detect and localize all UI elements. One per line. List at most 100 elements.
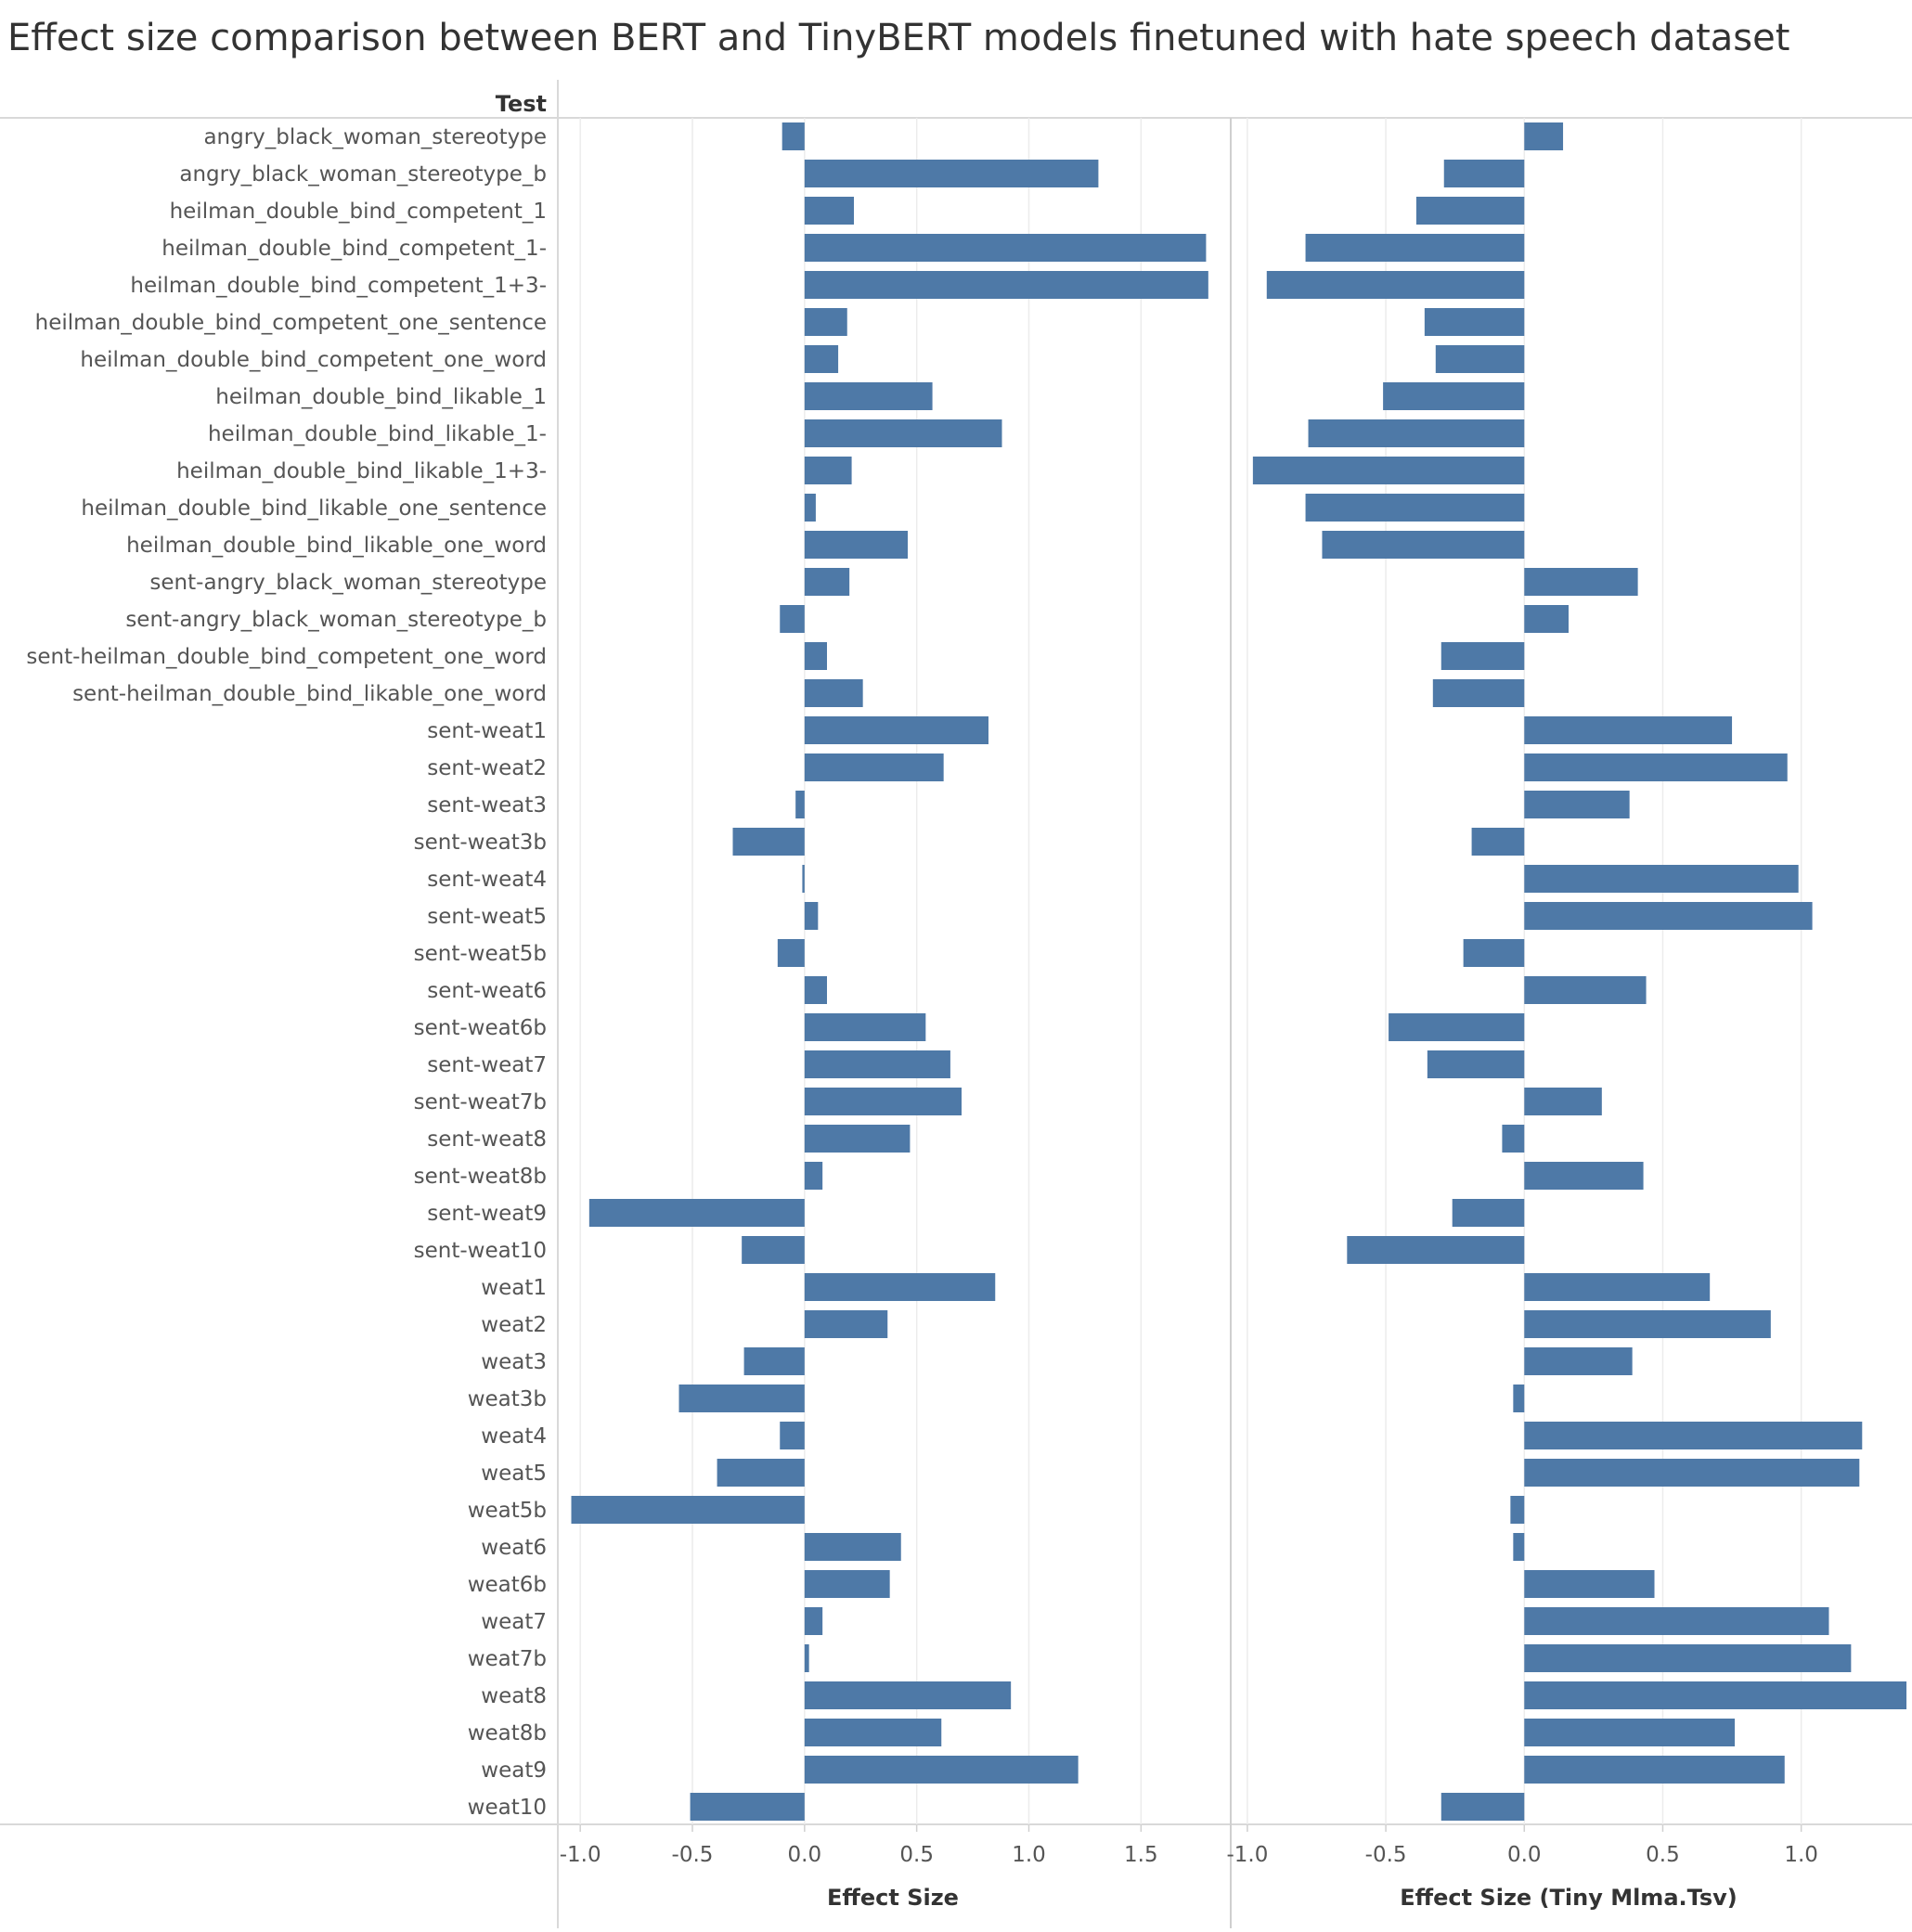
x-axis-label-tinybert: Effect Size (Tiny Mlma.Tsv)	[1400, 1885, 1737, 1911]
bar	[804, 457, 852, 484]
bar	[1524, 1273, 1711, 1301]
category-label: sent-heilman_double_bind_likable_one_wor…	[72, 682, 547, 706]
bar	[804, 308, 847, 336]
category-label: weat3b	[468, 1387, 547, 1411]
bar	[804, 1125, 911, 1153]
bar	[743, 1347, 805, 1375]
bar	[804, 345, 839, 373]
bar	[1415, 197, 1525, 225]
bar	[804, 679, 863, 707]
category-label: angry_black_woman_stereotype	[203, 125, 547, 149]
bar	[1524, 1644, 1852, 1672]
bar	[782, 122, 805, 150]
category-label: sent-angry_black_woman_stereotype	[149, 571, 547, 595]
bar	[1435, 345, 1525, 373]
category-label: weat7b	[468, 1647, 547, 1671]
bar	[1524, 753, 1788, 781]
bar	[1424, 308, 1525, 336]
category-label: sent-weat10	[414, 1239, 547, 1263]
bar	[1305, 234, 1525, 262]
category-label: weat5b	[468, 1499, 547, 1523]
bar	[777, 939, 805, 967]
bar	[1513, 1533, 1525, 1561]
category-label: sent-weat4	[427, 868, 547, 892]
category-label: weat2	[481, 1313, 547, 1337]
category-label: sent-weat6	[427, 979, 547, 1003]
category-label: weat8b	[468, 1721, 547, 1745]
bar	[571, 1496, 805, 1524]
x-tick-label: -0.5	[672, 1843, 714, 1867]
bar	[1524, 902, 1813, 930]
x-tick-label: -1.0	[560, 1843, 601, 1867]
bar	[1524, 716, 1733, 744]
bar	[1524, 1719, 1736, 1746]
x-tick-label: 1.0	[1012, 1843, 1046, 1867]
bar	[1524, 791, 1630, 818]
category-label: weat1	[481, 1276, 547, 1300]
bar	[1266, 271, 1525, 299]
category-label: heilman_double_bind_competent_1+3-	[130, 274, 547, 298]
bar	[1347, 1236, 1525, 1264]
category-label: weat6b	[468, 1573, 547, 1597]
bar	[804, 1088, 962, 1115]
bar	[780, 1422, 805, 1449]
category-label: weat9	[481, 1758, 547, 1783]
bar	[804, 531, 908, 559]
bar	[1463, 939, 1525, 967]
bar	[690, 1793, 805, 1821]
bar	[1305, 494, 1525, 522]
category-label: heilman_double_bind_likable_one_word	[126, 534, 547, 558]
bar	[588, 1199, 805, 1227]
bar	[802, 865, 805, 893]
category-label: sent-weat2	[427, 756, 547, 780]
category-label: weat3	[481, 1350, 547, 1374]
bar	[804, 1719, 942, 1746]
bar	[804, 1607, 823, 1635]
bar	[1452, 1199, 1525, 1227]
bar	[804, 1013, 926, 1041]
category-label: weat10	[468, 1796, 547, 1820]
bar	[804, 160, 1099, 187]
bar	[804, 753, 944, 781]
bar	[1524, 1607, 1829, 1635]
bar	[1443, 160, 1525, 187]
bar	[804, 1756, 1079, 1784]
category-label: sent-heilman_double_bind_competent_one_w…	[26, 645, 547, 669]
bar	[804, 197, 854, 225]
chart-frame	[0, 80, 1912, 1928]
x-tick-label: 0.5	[1646, 1843, 1680, 1867]
bar	[1524, 605, 1570, 633]
bar	[1524, 1681, 1907, 1709]
bar	[795, 791, 805, 818]
category-label: sent-weat1	[427, 719, 547, 743]
bar	[804, 382, 933, 410]
bar	[1524, 1310, 1771, 1338]
tick-labels: -1.0 -0.5 0.0 0.5 1.0 1.5 -1.0 -0.5 0.0 0.5 1.0	[560, 1843, 1818, 1867]
category-label: angry_black_woman_stereotype_b	[179, 162, 547, 187]
category-label: heilman_double_bind_competent_one_senten…	[35, 311, 547, 335]
category-label: sent-weat6b	[414, 1016, 547, 1040]
category-label: sent-angry_black_woman_stereotype_b	[125, 608, 547, 632]
category-label: sent-weat7b	[414, 1090, 547, 1114]
bar	[1513, 1385, 1525, 1412]
bars	[571, 122, 1907, 1821]
category-label: weat5	[481, 1462, 547, 1486]
bar	[804, 642, 827, 670]
bar	[1252, 457, 1525, 484]
x-tick-label: -1.0	[1226, 1843, 1268, 1867]
x-tick-label: 0.0	[1507, 1843, 1542, 1867]
category-label: sent-weat9	[427, 1202, 547, 1226]
bar	[732, 828, 805, 856]
bar	[1524, 1570, 1655, 1598]
category-label: sent-weat8	[427, 1127, 547, 1152]
bar	[804, 976, 827, 1004]
x-tick-label: -0.5	[1365, 1843, 1407, 1867]
bar	[1383, 382, 1525, 410]
bar	[804, 419, 1002, 447]
category-label: weat4	[481, 1424, 547, 1449]
x-tick-label: 0.5	[899, 1843, 934, 1867]
bar	[804, 902, 819, 930]
x-tick-label: 0.0	[788, 1843, 822, 1867]
x-tick-label: 1.0	[1784, 1843, 1818, 1867]
